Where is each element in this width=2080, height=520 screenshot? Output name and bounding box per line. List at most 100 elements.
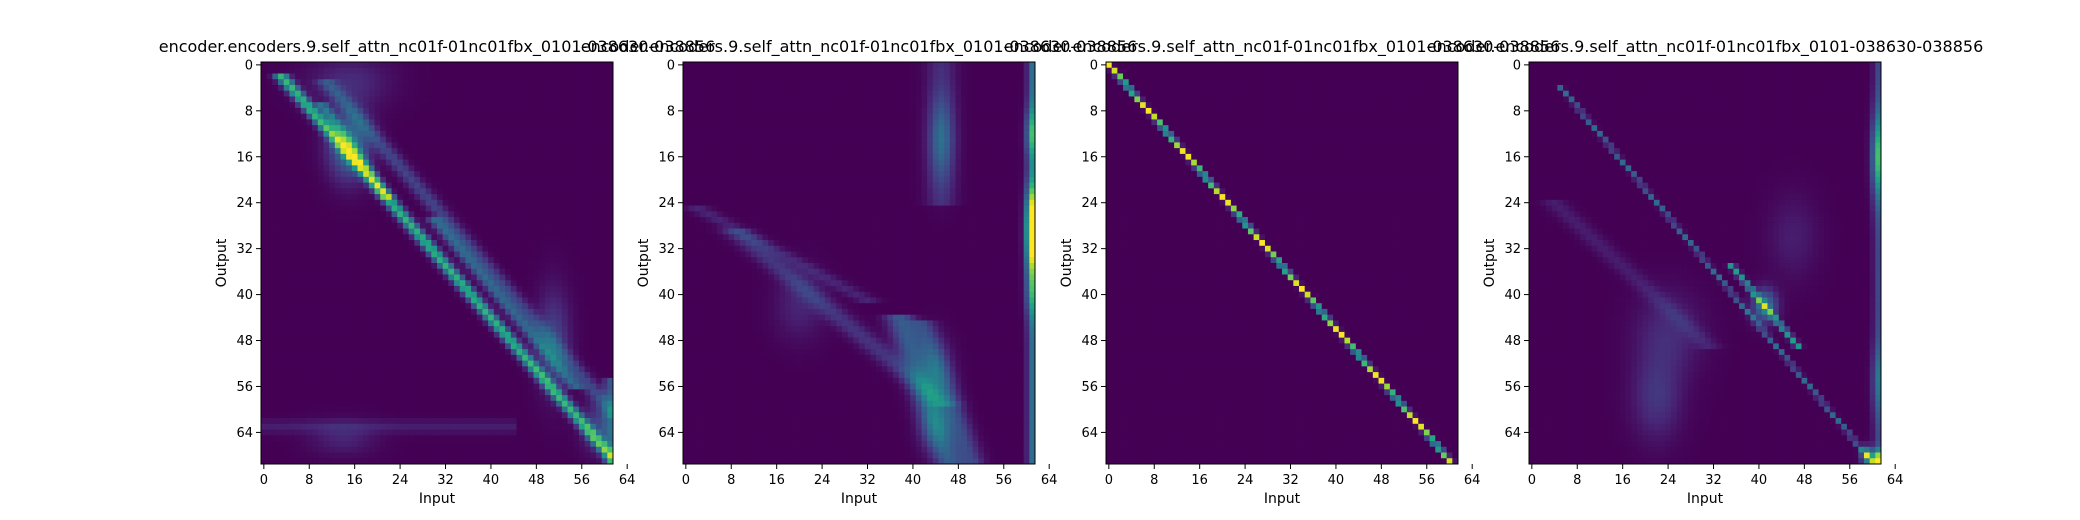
heatmap-cell bbox=[385, 406, 392, 413]
heatmap-cell bbox=[995, 67, 1002, 74]
heatmap-cell bbox=[471, 73, 478, 80]
heatmap-cell bbox=[584, 234, 591, 241]
heatmap-cell bbox=[578, 343, 586, 350]
heatmap-cell bbox=[357, 102, 364, 109]
heatmap-cell bbox=[459, 377, 466, 384]
heatmap-cell bbox=[340, 406, 347, 413]
heatmap-cell bbox=[351, 199, 358, 206]
heatmap-cell bbox=[397, 389, 404, 396]
heatmap-cell bbox=[499, 446, 506, 453]
heatmap-cell bbox=[266, 96, 273, 103]
heatmap-cell bbox=[385, 257, 392, 264]
heatmap-cell bbox=[607, 458, 614, 465]
heatmap-cell bbox=[578, 182, 586, 189]
heatmap-cell bbox=[601, 400, 608, 407]
heatmap-cell bbox=[419, 274, 427, 281]
heatmap-cell bbox=[578, 62, 586, 69]
heatmap-cell bbox=[272, 222, 279, 229]
heatmap-cell bbox=[329, 217, 336, 224]
heatmap-cell bbox=[261, 418, 268, 425]
heatmap-cell bbox=[578, 458, 586, 465]
heatmap-cell bbox=[539, 257, 546, 264]
heatmap-cell bbox=[1012, 90, 1019, 97]
heatmap-cell bbox=[329, 263, 336, 270]
heatmap-cell bbox=[482, 251, 489, 258]
heatmap-cell bbox=[573, 142, 580, 149]
heatmap-cell bbox=[510, 441, 517, 448]
heatmap-cell bbox=[300, 280, 307, 287]
heatmap-cell bbox=[595, 274, 603, 281]
heatmap-cell bbox=[391, 165, 398, 172]
heatmap-cell bbox=[334, 113, 341, 120]
heatmap-cell bbox=[306, 188, 313, 195]
heatmap-cell bbox=[329, 320, 336, 327]
heatmap-cell bbox=[482, 113, 489, 120]
heatmap-cell bbox=[510, 176, 517, 183]
heatmap-cell bbox=[351, 400, 358, 407]
heatmap-cell bbox=[442, 372, 449, 379]
heatmap-cell bbox=[533, 268, 540, 275]
heatmap-cell bbox=[983, 84, 990, 92]
heatmap-cell bbox=[431, 171, 438, 178]
heatmap-cell bbox=[476, 234, 483, 241]
heatmap-cell bbox=[402, 251, 410, 258]
heatmap-cell bbox=[476, 343, 483, 350]
heatmap-cell bbox=[437, 251, 444, 258]
heatmap-cell bbox=[533, 251, 540, 258]
heatmap-cell bbox=[465, 113, 472, 120]
heatmap-cell bbox=[454, 84, 461, 92]
heatmap-cell bbox=[539, 383, 546, 390]
heatmap-cell bbox=[722, 79, 729, 86]
heatmap-cell bbox=[578, 90, 586, 97]
heatmap-cell bbox=[516, 188, 523, 195]
heatmap-cell bbox=[762, 67, 769, 74]
heatmap-cell bbox=[516, 366, 523, 373]
heatmap-cell bbox=[454, 423, 461, 430]
heatmap-cell bbox=[363, 84, 370, 92]
heatmap-cell bbox=[949, 113, 956, 120]
heatmap-cell bbox=[380, 84, 387, 92]
heatmap-cell bbox=[317, 458, 324, 465]
heatmap-cell bbox=[573, 441, 580, 448]
heatmap-cell bbox=[584, 446, 591, 453]
heatmap-cell bbox=[283, 418, 290, 425]
heatmap-cell bbox=[533, 412, 540, 419]
heatmap-cell bbox=[1000, 67, 1008, 74]
heatmap-cell bbox=[419, 360, 427, 367]
heatmap-cell bbox=[567, 268, 574, 275]
heatmap-cell bbox=[431, 337, 438, 344]
heatmap-cell bbox=[567, 423, 574, 430]
heatmap-cell bbox=[368, 84, 375, 92]
heatmap-cell bbox=[363, 217, 370, 224]
heatmap-cell bbox=[601, 130, 608, 138]
heatmap-cell bbox=[357, 165, 364, 172]
heatmap-cell bbox=[363, 142, 370, 149]
heatmap-cell bbox=[431, 90, 438, 97]
heatmap-cell bbox=[272, 303, 279, 310]
heatmap-cell bbox=[607, 188, 614, 195]
heatmap-cell bbox=[561, 251, 568, 258]
heatmap-cell bbox=[471, 67, 478, 74]
heatmap-cell bbox=[544, 217, 551, 224]
heatmap-cell bbox=[340, 102, 347, 109]
heatmap-cell bbox=[454, 400, 461, 407]
heatmap-cell bbox=[482, 366, 489, 373]
heatmap-cell bbox=[539, 73, 546, 80]
heatmap-cell bbox=[402, 171, 410, 178]
heatmap-cell bbox=[437, 176, 444, 183]
heatmap-cell bbox=[363, 171, 370, 178]
heatmap-cell bbox=[323, 136, 330, 143]
heatmap-cell bbox=[329, 257, 336, 264]
heatmap-cell bbox=[334, 280, 341, 287]
heatmap-cell bbox=[1012, 62, 1019, 69]
heatmap-cell bbox=[510, 435, 517, 442]
heatmap-cell bbox=[283, 274, 290, 281]
heatmap-cell bbox=[454, 194, 461, 201]
heatmap-cell bbox=[414, 326, 421, 333]
heatmap-cell bbox=[363, 395, 370, 402]
heatmap-cell bbox=[807, 96, 814, 103]
heatmap-cell bbox=[819, 73, 826, 80]
heatmap-cell bbox=[476, 251, 483, 258]
heatmap-cell bbox=[876, 67, 883, 74]
heatmap-cell bbox=[323, 291, 330, 298]
